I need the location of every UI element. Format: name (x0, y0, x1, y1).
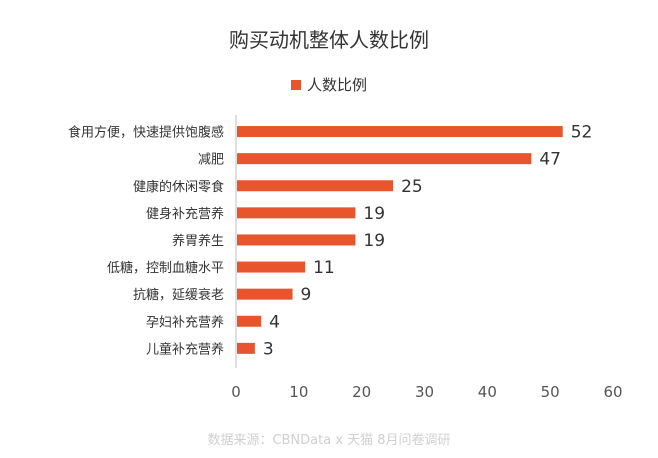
category-label: 健身补充营养 (146, 206, 224, 222)
bar (237, 342, 255, 354)
legend: 人数比例 (291, 76, 367, 94)
value-label: 4 (269, 312, 280, 332)
bar (237, 234, 356, 246)
category-label: 抗糖，延缓衰老 (133, 287, 224, 303)
x-tick-label: 30 (415, 383, 434, 401)
chart-title: 购买动机整体人数比例 (229, 28, 429, 52)
bar (237, 207, 356, 219)
value-label: 47 (539, 150, 561, 170)
category-label: 孕妇补充营养 (146, 314, 224, 330)
value-label: 9 (301, 285, 312, 305)
category-labels: 食用方便，快速提供饱腹感减肥健康的休闲零食健身补充营养养胃养生低糖，控制血糖水平… (68, 125, 224, 358)
x-tick-label: 0 (231, 383, 241, 401)
legend-label: 人数比例 (307, 76, 367, 94)
value-label: 3 (263, 339, 274, 359)
bar (237, 126, 563, 138)
category-label: 低糖，控制血糖水平 (107, 260, 224, 276)
value-label: 11 (313, 258, 335, 278)
x-tick-labels: 0 10 20 30 40 50 60 (231, 383, 622, 401)
bar (237, 153, 532, 165)
bar (237, 180, 394, 192)
legend-swatch (291, 80, 301, 90)
category-label: 减肥 (198, 153, 224, 168)
category-label: 儿童补充营养 (146, 341, 224, 357)
bar (237, 288, 293, 300)
bar (237, 315, 262, 327)
x-tick-label: 10 (289, 383, 308, 401)
x-tick-label: 50 (541, 383, 560, 401)
value-label: 25 (401, 177, 423, 197)
category-label: 健康的休闲零食 (133, 179, 224, 195)
bar (237, 261, 306, 273)
value-label: 52 (571, 123, 593, 143)
value-label: 19 (363, 204, 385, 224)
value-labels: 52 47 25 19 19 119 4 3 (263, 123, 593, 360)
x-tick-label: 40 (478, 383, 497, 401)
category-label: 食用方便，快速提供饱腹感 (68, 125, 224, 141)
value-label: 19 (363, 231, 385, 251)
x-tick-label: 60 (603, 383, 622, 401)
category-label: 养胃养生 (172, 233, 224, 249)
x-tick-label: 20 (352, 383, 371, 401)
source-note: 数据来源：CBNData x 天猫 8月问卷调研 (207, 432, 450, 448)
bars-group (237, 126, 563, 354)
